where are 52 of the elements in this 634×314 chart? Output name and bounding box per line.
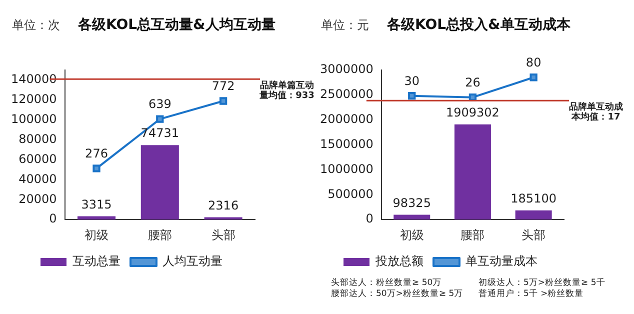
y-tick-label: 80000: [18, 132, 57, 146]
x-tick-label: 头部: [522, 228, 546, 242]
legend-label: 投放总额: [374, 254, 424, 268]
legend-label: 互动总量: [72, 254, 120, 268]
x-tick-label: 腰部: [460, 228, 485, 242]
data-label: 772: [212, 79, 235, 94]
y-tick-label: 40000: [18, 172, 57, 186]
chart-title: 各级KOL总投入&单互动成本: [387, 16, 570, 34]
text: 单位：元: [321, 17, 369, 34]
ref-line-label: 品牌单互动成本均值：17: [569, 102, 623, 123]
y-tick-label: 1500000: [320, 136, 374, 151]
y-tick-label: 100000: [10, 112, 57, 126]
y-tick-label: 140000: [10, 72, 57, 86]
ref-line-label: 品牌单篇互动量均值：933: [258, 80, 314, 101]
y-tick-label: 0: [366, 212, 374, 226]
bar: [140, 145, 179, 220]
data-label: 2316: [208, 198, 239, 212]
y-tick-label: 120000: [10, 92, 57, 106]
data-label: 80: [526, 56, 542, 70]
data-label: 74731: [140, 126, 179, 140]
y-tick-label: 60000: [18, 152, 57, 166]
text: 腰部达人：50万>粉丝数量≥ 5万: [331, 289, 464, 300]
chart-title: 各级KOL总互动量&人均互动量: [78, 16, 276, 34]
data-label: 3315: [81, 197, 112, 212]
data-label: 1909302: [446, 106, 500, 120]
bar: [394, 214, 430, 220]
y-tick-label: 1000000: [320, 162, 374, 176]
bar: [77, 216, 116, 220]
data-label: 98325: [392, 196, 431, 210]
text: 头部达人：粉丝数量≥ 50万: [331, 278, 443, 289]
text: 初级达人：5万>粉丝数量≥ 5千: [478, 278, 606, 288]
text: 单位：次: [12, 17, 60, 34]
x-tick-label: 腰部: [148, 228, 172, 242]
x-tick-label: 初级: [400, 228, 424, 242]
bar: [454, 124, 491, 220]
data-label: 26: [465, 75, 480, 90]
y-tick-label: 20000: [18, 192, 57, 206]
data-label: 276: [85, 146, 108, 161]
x-tick-label: 头部: [211, 228, 236, 242]
data-label: 639: [148, 97, 172, 112]
legend-label: 单互动量成本: [466, 254, 538, 268]
text: 普通用户：5千 >粉丝数量: [478, 289, 585, 300]
data-label: 185100: [510, 191, 556, 206]
y-tick-label: 0: [49, 212, 57, 226]
data-label: 30: [404, 74, 420, 88]
y-tick-label: 3000000: [320, 62, 374, 76]
y-tick-label: 500000: [328, 186, 374, 201]
bar: [515, 210, 552, 220]
y-tick-label: 2000000: [320, 112, 374, 126]
y-tick-label: 2500000: [320, 87, 374, 102]
x-tick-label: 初级: [84, 228, 109, 242]
legend-label: 人均互动量: [162, 254, 222, 268]
